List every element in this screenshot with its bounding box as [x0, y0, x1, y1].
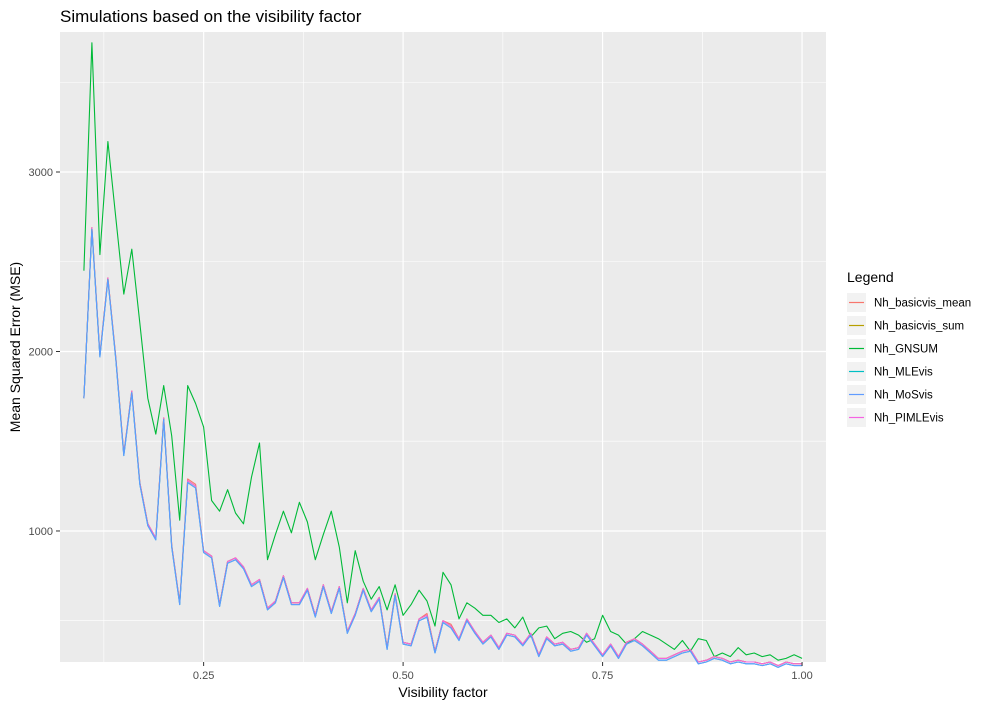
y-axis-title: Mean Squared Error (MSE): [7, 262, 23, 432]
x-tick-label: 0.25: [193, 670, 214, 682]
y-axis-ticks: 1000 2000 3000: [29, 167, 60, 538]
grid-major: [60, 32, 826, 662]
y-tick-label: 3000: [29, 167, 53, 179]
series-line-nh-gnsum: [83, 42, 803, 661]
x-tick-label: 1.00: [791, 670, 812, 682]
x-axis-ticks: 0.25 0.50 0.75 1.00: [193, 662, 813, 682]
x-axis-title: Visibility factor: [398, 684, 488, 700]
legend-label: Nh_basicvis_mean: [874, 298, 971, 310]
plot-panel: [60, 32, 826, 662]
chart-title: Simulations based on the visibility fact…: [60, 7, 362, 26]
grid-minor: [60, 32, 826, 662]
x-tick-label: 0.75: [592, 670, 613, 682]
series-lines: [83, 42, 803, 668]
series-line-nh-mosvis: [83, 228, 803, 668]
legend-label: Nh_basicvis_sum: [874, 321, 964, 333]
legend-title: Legend: [847, 269, 894, 285]
y-tick-label: 1000: [29, 526, 53, 538]
x-tick-label: 0.50: [392, 670, 413, 682]
legend-label: Nh_MoSvis: [874, 390, 933, 402]
legend-items: Nh_basicvis_mean Nh_basicvis_sum Nh_GNSUM N…: [847, 293, 971, 427]
legend: Legend Nh_basicvis_meanNh_basicvis_sumNh…: [847, 269, 971, 427]
legend-label: Nh_GNSUM: [874, 344, 938, 356]
legend-label: Nh_MLEvis: [874, 367, 933, 379]
legend-label: Nh_PIMLEvis: [874, 413, 944, 425]
y-tick-label: 2000: [29, 346, 53, 358]
